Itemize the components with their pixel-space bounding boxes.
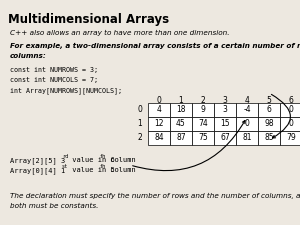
Text: 1: 1 [178, 96, 183, 105]
Bar [236, 117, 258, 131]
Text: Multidimensional Arrays: Multidimensional Arrays [8, 13, 169, 26]
Text: 81: 81 [242, 133, 252, 142]
Text: 74: 74 [198, 119, 208, 128]
FancyArrowPatch shape [272, 94, 290, 138]
Bar [192, 131, 214, 145]
Bar [148, 117, 170, 131]
Text: 84: 84 [154, 133, 164, 142]
Bar [258, 131, 280, 145]
Text: 4: 4 [244, 96, 249, 105]
Text: int Array[NUMROWS][NUMCOLS];: int Array[NUMROWS][NUMCOLS]; [10, 87, 122, 94]
Text: C++ also allows an array to have more than one dimension.: C++ also allows an array to have more th… [10, 30, 230, 36]
Text: 45: 45 [176, 119, 186, 128]
Text: 85: 85 [264, 133, 274, 142]
Text: 15: 15 [220, 119, 230, 128]
Text: 0: 0 [138, 106, 142, 115]
Bar [280, 103, 300, 117]
Text: columns:: columns: [10, 53, 47, 59]
Bar [258, 103, 280, 117]
Text: both must be constants.: both must be constants. [10, 203, 98, 209]
Text: 0: 0 [289, 106, 293, 115]
Bar [170, 131, 192, 145]
Text: 0: 0 [157, 96, 161, 105]
Text: 1: 1 [138, 119, 142, 128]
Text: 9: 9 [201, 106, 206, 115]
Text: -4: -4 [243, 106, 251, 115]
Text: 12: 12 [154, 119, 164, 128]
Text: 79: 79 [286, 133, 296, 142]
Bar [214, 117, 236, 131]
Bar [280, 131, 300, 145]
Text: 4: 4 [157, 106, 161, 115]
Bar [192, 117, 214, 131]
Bar [148, 131, 170, 145]
Bar [236, 103, 258, 117]
Text: 0: 0 [289, 119, 293, 128]
Text: th: th [100, 164, 106, 169]
Text: 2: 2 [201, 96, 206, 105]
Bar [148, 103, 170, 117]
Bar [280, 117, 300, 131]
Bar [170, 117, 192, 131]
Text: st: st [62, 164, 68, 169]
Text: 6: 6 [267, 106, 272, 115]
Text: 0: 0 [244, 119, 249, 128]
Text: 98: 98 [264, 119, 274, 128]
Bar [258, 117, 280, 131]
Text: 2: 2 [138, 133, 142, 142]
Bar [170, 103, 192, 117]
Text: The declaration must specify the number of rows and the number of columns, and: The declaration must specify the number … [10, 193, 300, 199]
Text: 75: 75 [198, 133, 208, 142]
Text: const int NUMCOLS = 7;: const int NUMCOLS = 7; [10, 77, 98, 83]
Text: For example, a two-dimensional array consists of a certain number of rows and: For example, a two-dimensional array con… [10, 43, 300, 49]
Text: const int NUMROWS = 3;: const int NUMROWS = 3; [10, 67, 98, 73]
Text: 3: 3 [223, 106, 227, 115]
Bar [236, 131, 258, 145]
Text: column: column [106, 157, 136, 163]
Text: 5: 5 [267, 96, 272, 105]
Bar [214, 103, 236, 117]
Text: Array[2][5] 3: Array[2][5] 3 [10, 157, 65, 164]
Text: 6: 6 [289, 96, 293, 105]
Text: Array[0][4] 1: Array[0][4] 1 [10, 167, 65, 174]
Bar [214, 131, 236, 145]
Text: value in 6: value in 6 [68, 157, 115, 163]
Text: rd: rd [62, 154, 68, 159]
Text: 3: 3 [223, 96, 227, 105]
Bar [192, 103, 214, 117]
Text: 18: 18 [176, 106, 186, 115]
FancyArrowPatch shape [133, 121, 245, 171]
Text: 67: 67 [220, 133, 230, 142]
Text: th: th [100, 154, 106, 159]
Text: value in 5: value in 5 [68, 167, 115, 173]
Text: 87: 87 [176, 133, 186, 142]
Text: column: column [106, 167, 136, 173]
